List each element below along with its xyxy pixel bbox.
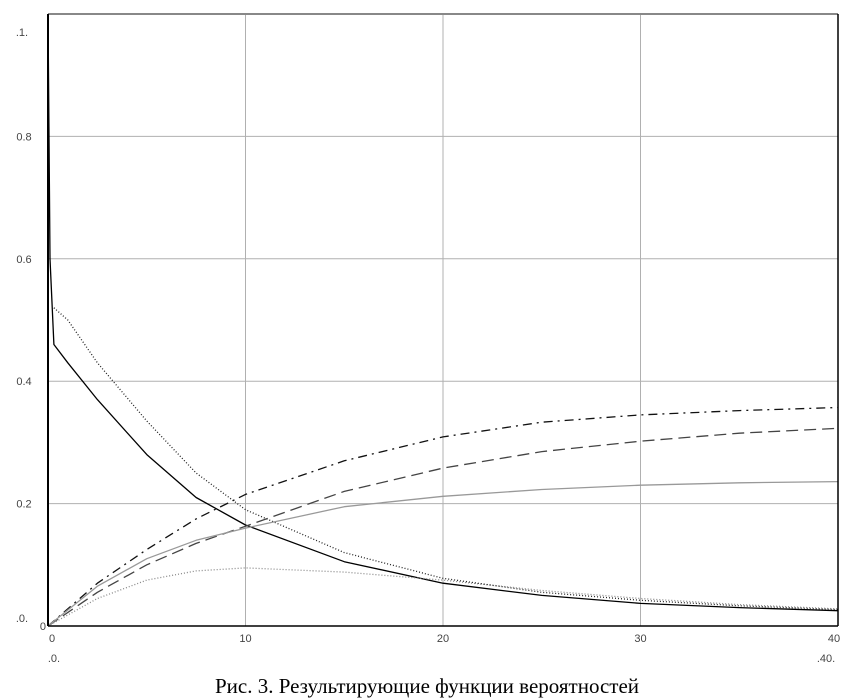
y-min-label: .0. xyxy=(16,613,28,625)
series-dash-dot xyxy=(47,406,839,627)
y-tick-label: 0.4 xyxy=(16,376,31,388)
x-max-label: .40. xyxy=(817,653,835,665)
y-tick-label: 0.8 xyxy=(16,131,31,143)
figure-caption: Рис. 3. Результирующие функции вероятнос… xyxy=(214,674,640,698)
grid xyxy=(48,13,838,626)
x-tick-label: 30 xyxy=(634,633,646,645)
series-dotted-dark xyxy=(53,307,839,611)
x-tick-label: 20 xyxy=(437,633,449,645)
y-tick-label: 0.6 xyxy=(16,254,31,266)
x-tick-label: 0 xyxy=(49,633,55,645)
x-tick-label: 10 xyxy=(239,633,251,645)
axes xyxy=(47,14,839,627)
x-min-label: .0. xyxy=(48,653,60,665)
series-solid-gray xyxy=(47,480,839,627)
x-tick-label: 40 xyxy=(828,633,840,645)
series-solid-black xyxy=(47,13,839,612)
y-max-label: .1. xyxy=(16,27,28,39)
y-tick-label: 0.2 xyxy=(16,499,31,511)
y-tick-label: 0 xyxy=(40,621,46,633)
series-dashed xyxy=(47,427,839,627)
tick-labels: 0 0.2 0.4 0.6 0.8 0 10 20 30 40 .1. .0. .0. .40. xyxy=(16,27,840,665)
series-lines xyxy=(47,13,839,627)
